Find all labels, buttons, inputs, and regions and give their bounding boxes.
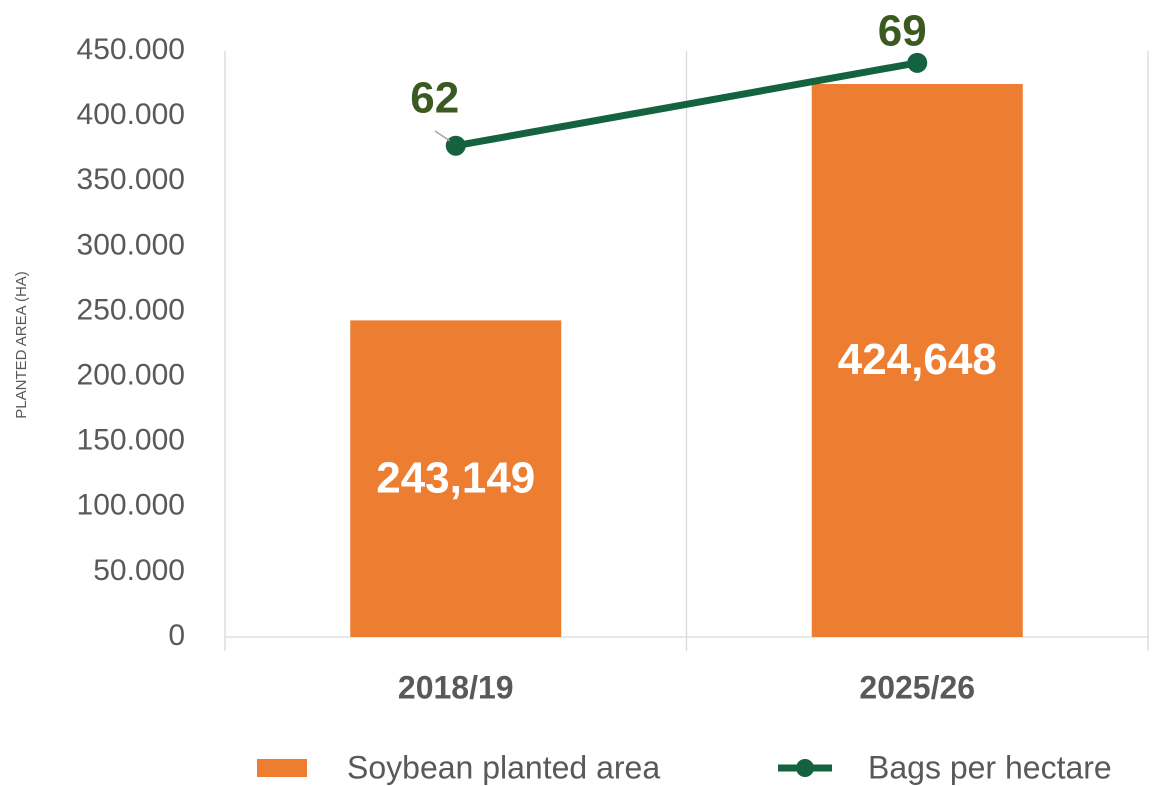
y-tick-label: 100.000 bbox=[77, 489, 185, 522]
line-marker bbox=[907, 52, 928, 73]
y-tick-label: 350.000 bbox=[77, 163, 185, 196]
y-tick-label: 400.000 bbox=[77, 98, 185, 131]
line-marker bbox=[445, 135, 466, 156]
legend-label: Soybean planted area bbox=[347, 749, 660, 785]
line-value-label: 69 bbox=[878, 6, 927, 55]
y-tick-label: 150.000 bbox=[77, 424, 185, 457]
x-tick-label: 2025/26 bbox=[859, 669, 975, 705]
line bbox=[455, 59, 918, 150]
y-axis-title: PLANTED AREA (HA) bbox=[13, 271, 30, 419]
bar-value-label: 243,149 bbox=[376, 453, 535, 502]
y-tick-label: 300.000 bbox=[77, 228, 185, 261]
line-value-label: 62 bbox=[410, 73, 459, 122]
y-tick-label: 250.000 bbox=[77, 293, 185, 326]
y-tick-label: 450.000 bbox=[77, 33, 185, 66]
legend-swatch bbox=[257, 759, 307, 777]
legend-label: Bags per hectare bbox=[868, 749, 1112, 785]
bar bbox=[350, 320, 562, 637]
label-leader bbox=[434, 130, 451, 142]
x-tick-label: 2018/19 bbox=[398, 669, 514, 705]
y-tick-label: 200.000 bbox=[77, 358, 185, 391]
legend-marker bbox=[796, 759, 814, 777]
y-tick-label: 50.000 bbox=[93, 554, 185, 587]
bar bbox=[811, 84, 1023, 638]
y-tick-label: 0 bbox=[168, 619, 185, 652]
bar-value-label: 424,648 bbox=[838, 335, 997, 384]
